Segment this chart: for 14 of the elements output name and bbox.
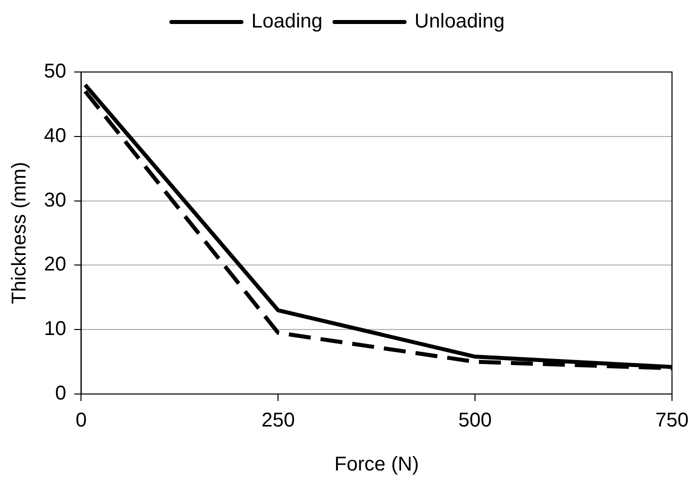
y-tick-label: 40 (44, 124, 66, 147)
x-tick-label: 750 (655, 410, 689, 432)
y-axis-title: Thickness (mm) (8, 162, 31, 304)
x-axis-title: Force (N) (334, 454, 419, 476)
y-tick-label: 10 (44, 318, 66, 340)
y-tick-label: 20 (44, 254, 66, 276)
x-tick-label: 500 (458, 410, 492, 432)
legend-label: Loading (251, 10, 323, 33)
x-tick-label: 0 (76, 410, 87, 432)
y-tick-label: 50 (44, 60, 66, 83)
y-tick-label: 30 (44, 189, 66, 212)
y-tick-label: 0 (55, 382, 66, 405)
x-tick-label: 250 (261, 410, 295, 432)
legend-label: Unloading (414, 10, 505, 33)
